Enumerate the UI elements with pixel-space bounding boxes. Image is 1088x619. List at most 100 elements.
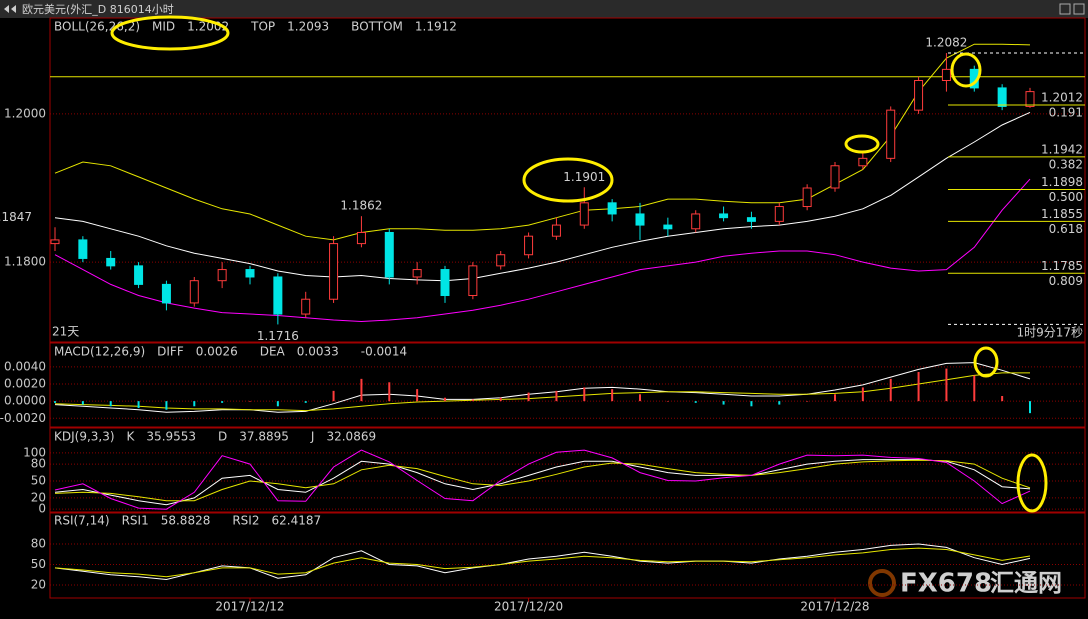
candle-body [663, 224, 673, 230]
window-button[interactable] [1059, 3, 1071, 15]
candle-body [384, 231, 394, 278]
nav-icon[interactable] [4, 5, 16, 13]
candle-body [468, 265, 478, 297]
histogram-bar [611, 389, 614, 402]
y-tick-label: 1.2000 [4, 106, 46, 120]
histogram-bar [388, 382, 391, 402]
indicator-line [54, 372, 1030, 412]
highlight-ellipse [950, 52, 982, 88]
histogram-bar [945, 368, 948, 402]
histogram-bar [304, 401, 307, 403]
window-button[interactable] [1073, 3, 1085, 15]
series-name: DEA [260, 345, 286, 359]
histogram-bar [666, 401, 669, 402]
histogram-bar [639, 394, 641, 402]
y-tick-label: 0 [38, 502, 46, 516]
period-label: 21天 [52, 325, 79, 339]
candle-body [496, 254, 506, 267]
candle-body [217, 269, 227, 282]
candle-body [412, 269, 422, 278]
series-name: BOTTOM [351, 20, 403, 34]
indicator-line [54, 543, 1031, 581]
title-bar [0, 0, 1088, 18]
series-name: MID [152, 20, 175, 34]
candle-body [273, 276, 283, 315]
candle-body [997, 87, 1007, 107]
fib-ratio: 0.809 [1049, 274, 1083, 288]
candle-body [886, 109, 896, 159]
histogram-bar [722, 401, 725, 405]
y-tick-label: 20 [31, 578, 46, 592]
indicator-line [54, 449, 1031, 510]
histogram-bar [806, 401, 809, 402]
indicator-line [54, 111, 1031, 282]
candle-body [719, 213, 729, 219]
fib-ratio: 0.618 [1049, 222, 1083, 236]
candle-body [746, 217, 756, 222]
panel-frame [49, 427, 1086, 513]
series-value: 32.0869 [326, 430, 376, 444]
histogram-bar [81, 401, 84, 405]
y-tick-label: 20 [31, 490, 46, 504]
series-name: J [310, 430, 315, 444]
watermark-site: 汇通网 [990, 569, 1062, 597]
panel-frame [49, 512, 1086, 599]
low-label: 1.1716 [257, 329, 299, 343]
candle-body [941, 68, 951, 81]
series-value: 35.9553 [146, 430, 196, 444]
candle-body [78, 239, 88, 259]
y-tick-label: 50 [31, 474, 46, 488]
x-tick-label: 2017/12/20 [494, 600, 563, 614]
y-tick-label: -0.0020 [0, 411, 46, 425]
highlight-ellipse [1016, 453, 1048, 513]
histogram-bar [137, 401, 140, 408]
series-name: DIFF [157, 345, 184, 359]
y-tick-label: 50 [31, 557, 46, 571]
y-tick-label: 1.1800 [4, 255, 46, 269]
candle-body [774, 206, 784, 222]
fib-ratio: 0.191 [1049, 105, 1083, 119]
indicator-line [54, 547, 1031, 578]
histogram-bar [1001, 396, 1004, 402]
histogram-bar [444, 397, 446, 402]
histogram-bar [249, 401, 251, 402]
histogram-bar [109, 401, 112, 407]
fib-price: 1.1898 [1041, 175, 1083, 189]
histogram-bar [917, 372, 920, 402]
histogram-bar [583, 387, 586, 402]
series-value: 1.2093 [287, 20, 329, 34]
candle-body [858, 157, 868, 167]
fib-ratio: 0.500 [1049, 190, 1083, 204]
histogram-bar [360, 378, 363, 402]
candle-body [245, 269, 255, 278]
highlight-ellipse [522, 157, 614, 203]
countdown: 1时9分17秒 [1016, 326, 1083, 340]
series-name: K [127, 430, 136, 444]
highlight-ellipse [110, 15, 230, 51]
y-tick-label: 0.0000 [4, 394, 46, 408]
highlight-ellipse [973, 346, 999, 378]
histogram-bar [778, 401, 781, 405]
histogram-bar [750, 401, 753, 407]
indicator-line [54, 459, 1031, 502]
candle-body [1025, 91, 1035, 107]
candle-body [189, 280, 199, 304]
high-label: 1.1847 [0, 210, 32, 224]
indicator-line [54, 43, 1031, 241]
highlight-ellipse [844, 134, 880, 154]
x-tick-label: 2017/12/28 [800, 600, 869, 614]
panel-title: RSI(7,14) [54, 514, 110, 528]
candle-body [830, 165, 840, 189]
series-name: TOP [250, 20, 275, 34]
y-tick-label: 80 [31, 457, 46, 471]
series-value: 37.8895 [239, 430, 289, 444]
histogram-bar [165, 401, 168, 410]
panel-title: MACD(12,26,9) [54, 345, 145, 359]
candle-body [635, 213, 645, 226]
series-value: 0.0033 [297, 345, 339, 359]
candle-body [691, 213, 701, 230]
y-tick-label: 80 [31, 536, 46, 550]
histogram-bar [193, 401, 196, 407]
